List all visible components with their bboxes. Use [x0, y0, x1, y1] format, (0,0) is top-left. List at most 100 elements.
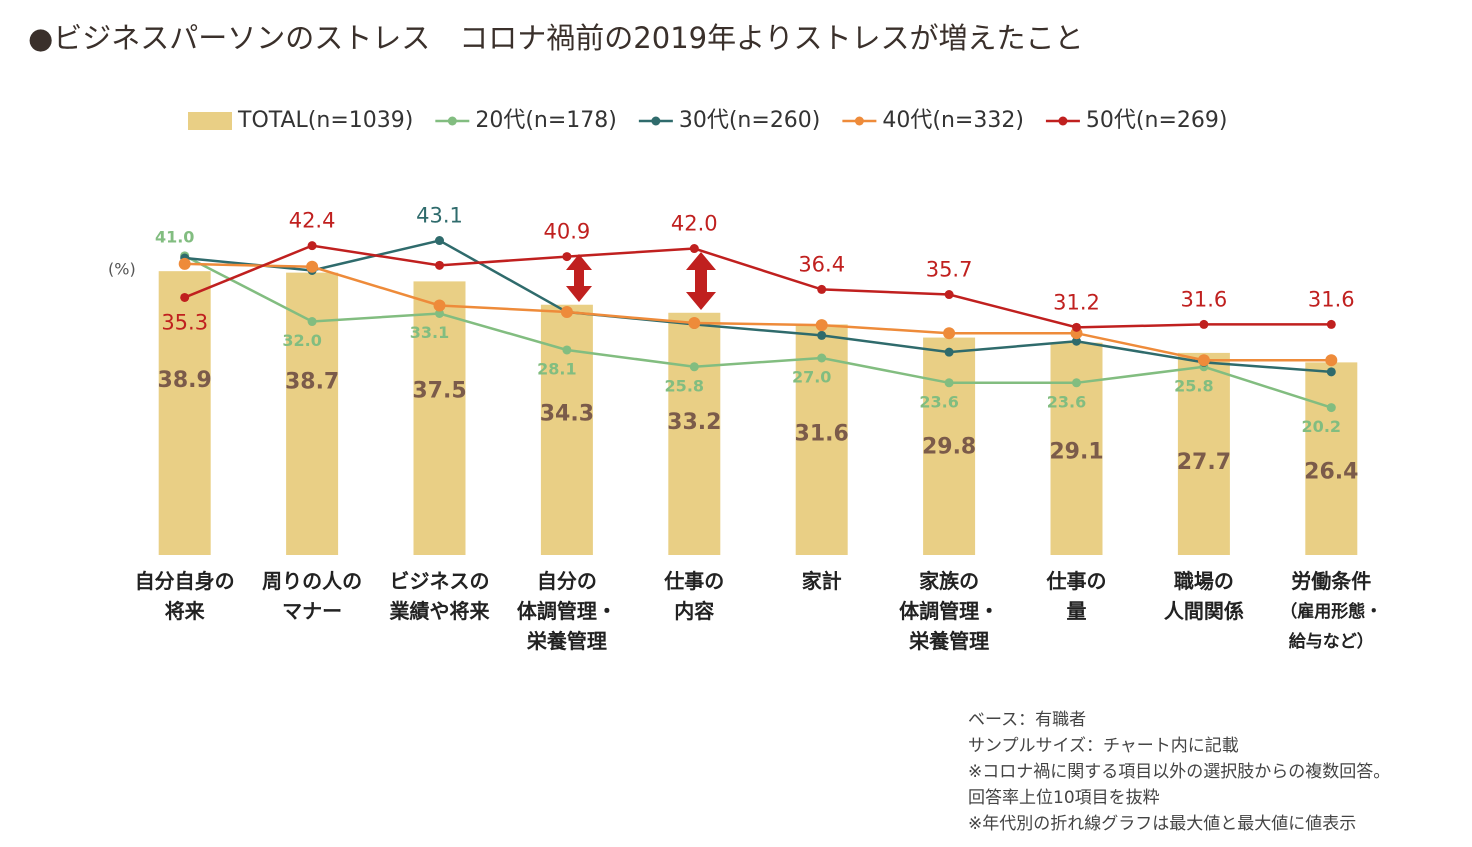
y-unit-label: (%) — [108, 260, 136, 279]
line-value-label: 32.0 — [282, 331, 321, 350]
bar-value-label: 29.8 — [922, 435, 976, 460]
x-tick-label: 労働条件 （雇用形態・給与など） — [1280, 569, 1382, 653]
line-marker — [1197, 354, 1210, 367]
bar-value-label: 31.6 — [795, 421, 849, 446]
bar-value-label: 27.7 — [1177, 450, 1231, 475]
line-marker — [1072, 336, 1081, 346]
bar — [1177, 352, 1230, 555]
bar-value-label: 38.9 — [158, 368, 212, 393]
x-tick-label-line: 内容 — [674, 599, 714, 623]
line-marker — [306, 260, 319, 273]
line-marker — [1325, 354, 1338, 367]
bar-value-label: 33.2 — [667, 410, 721, 435]
legend-marker — [854, 116, 864, 126]
x-tick-label-line: （雇用形態・ — [1280, 601, 1382, 622]
line-marker — [943, 327, 956, 340]
x-tick-label-line: 業績や将来 — [390, 599, 491, 623]
legend-swatch — [188, 112, 232, 130]
x-tick-label: 職場の人間関係 — [1164, 569, 1244, 623]
line-value-label: 27.0 — [792, 368, 831, 387]
line-marker — [435, 260, 444, 270]
line-marker — [1072, 322, 1081, 332]
x-tick-label-line: 自分自身の — [135, 569, 235, 593]
line-marker — [1326, 367, 1336, 377]
line-value-label: 42.0 — [671, 212, 718, 236]
x-tick-label-line: 仕事の — [663, 569, 724, 593]
x-tick-label: 周りの人のマナー — [262, 569, 362, 623]
line-marker — [817, 330, 827, 340]
x-tick-label-line: ビジネスの — [390, 569, 490, 593]
line-value-label: 20.2 — [1302, 417, 1341, 436]
x-tick-label-line: 体調管理・ — [517, 599, 617, 623]
bar — [923, 337, 976, 555]
bar — [1305, 362, 1358, 555]
legend-marker — [651, 116, 661, 126]
line-marker — [688, 316, 701, 329]
bar — [1050, 342, 1103, 555]
line-value-label: 23.6 — [919, 392, 958, 411]
legend-marker — [447, 116, 457, 126]
line-value-label: 41.0 — [155, 227, 194, 246]
legend-label: 30代(n=260) — [679, 108, 821, 133]
line-marker — [307, 317, 317, 327]
footnote: ※年代別の折れ線グラフは最大値と最大値に値表示 — [968, 814, 1356, 834]
x-tick-label: 家族の体調管理・栄養管理 — [899, 569, 999, 653]
line-value-label: 23.6 — [1047, 392, 1086, 411]
line — [184, 254, 1332, 409]
line — [184, 244, 1332, 329]
legend-marker — [1058, 116, 1068, 126]
x-tick-label-line: 職場の — [1174, 569, 1234, 593]
line-value-label: 25.8 — [665, 376, 704, 395]
legend-label: 20代(n=178) — [475, 108, 617, 133]
x-tick-label: 自分の体調管理・栄養管理 — [517, 569, 617, 653]
x-tick-label-line: 栄養管理 — [526, 629, 607, 653]
bar-value-label: 34.3 — [540, 402, 594, 427]
line-marker — [817, 353, 827, 363]
footnote: ベース：有職者 — [968, 710, 1086, 730]
line-marker — [689, 362, 699, 372]
x-tick-label-line: 人間関係 — [1164, 599, 1244, 623]
line-marker — [562, 345, 572, 355]
x-tick-label: ビジネスの業績や将来 — [390, 569, 491, 623]
line — [184, 262, 1332, 362]
line-marker — [1326, 319, 1336, 329]
bar-value-label: 26.4 — [1304, 459, 1358, 484]
x-tick-label: 自分自身の将来 — [135, 569, 235, 623]
x-tick-label-line: 量 — [1067, 599, 1087, 623]
x-tick-label-line: 体調管理・ — [899, 599, 999, 623]
x-tick-label-line: 周りの人の — [262, 569, 362, 593]
bar — [286, 272, 339, 555]
footnote: 回答率上位10項目を抜粋 — [968, 788, 1160, 808]
x-tick-label-line: 栄養管理 — [908, 629, 989, 653]
bar — [795, 324, 848, 555]
line-marker — [1072, 378, 1081, 388]
x-tick-label-line: 自分の — [537, 569, 597, 593]
x-tick-label-line: 仕事の — [1046, 569, 1107, 593]
bar — [668, 312, 721, 555]
line-value-label: 35.7 — [926, 258, 973, 282]
footnote: サンプルサイズ：チャート内に記載 — [968, 736, 1239, 756]
line-marker — [944, 290, 954, 300]
line-marker — [815, 319, 828, 332]
x-tick-label-line: 給与など） — [1289, 631, 1374, 652]
line-marker — [435, 236, 444, 246]
line-value-label: 31.6 — [1181, 287, 1228, 311]
line-marker — [1326, 403, 1336, 413]
line-marker — [435, 308, 444, 318]
x-tick-label: 仕事の量 — [1046, 569, 1107, 623]
line-marker — [944, 378, 954, 388]
footnote: ※コロナ禍に関する項目以外の選択肢からの複数回答。 — [968, 762, 1390, 782]
x-tick-label-line: 将来 — [165, 599, 206, 623]
line-marker — [944, 347, 954, 357]
arrow-annotation — [566, 254, 592, 302]
line-marker — [307, 241, 317, 251]
x-tick-label-line: 家計 — [802, 569, 842, 593]
legend-label: 50代(n=269) — [1086, 108, 1228, 133]
bar-value-label: 37.5 — [412, 378, 466, 403]
x-tick-label-line: 家族の — [919, 569, 979, 593]
line-value-label: 25.8 — [1174, 376, 1213, 395]
x-tick-label-line: マナー — [282, 599, 342, 623]
line-marker — [560, 306, 573, 319]
legend-label: 40代(n=332) — [882, 108, 1024, 133]
